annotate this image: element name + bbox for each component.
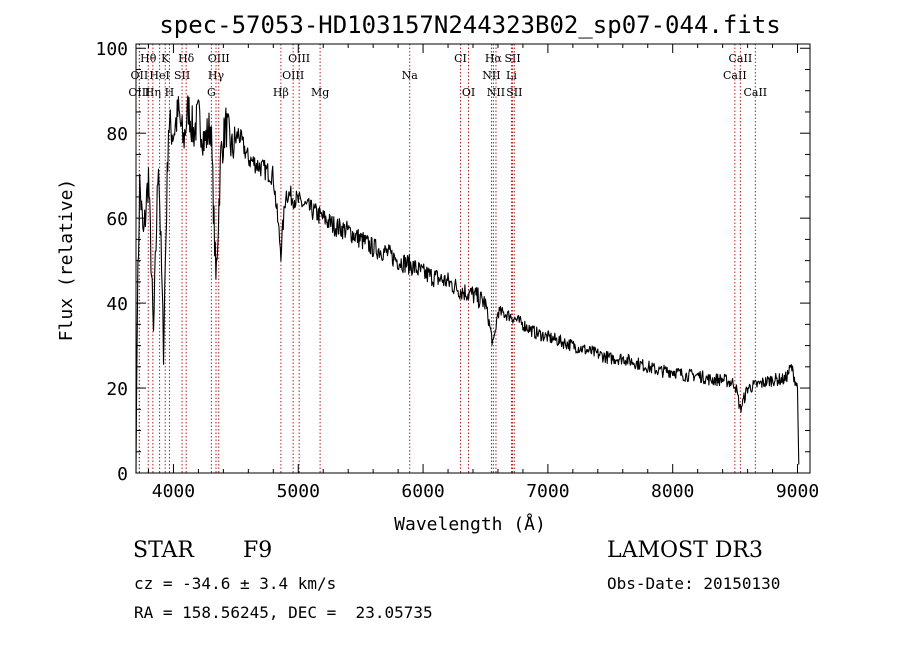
line-label: Hα bbox=[485, 52, 503, 65]
line-label: Li bbox=[506, 69, 517, 82]
y-axis-label: Flux (relative) bbox=[56, 179, 77, 342]
line-label: OIII bbox=[208, 52, 230, 65]
x-tick-label: 4000 bbox=[152, 481, 195, 502]
cz-value: cz = -34.6 ± 3.4 km/s bbox=[134, 574, 337, 593]
x-tick-label: 6000 bbox=[401, 481, 444, 502]
line-label: Mg bbox=[311, 86, 329, 99]
line-label: Hθ bbox=[140, 52, 157, 65]
line-label: Hη bbox=[145, 86, 161, 99]
line-label: CaII bbox=[723, 69, 747, 82]
y-tick-label: 0 bbox=[117, 464, 128, 485]
x-tick-label: 7000 bbox=[526, 481, 569, 502]
line-label: Na bbox=[402, 69, 419, 82]
line-label: CaII bbox=[729, 52, 753, 65]
line-label: OIII bbox=[288, 52, 310, 65]
chart-title: spec-57053-HD103157N244323B02_sp07-044.f… bbox=[159, 11, 780, 39]
obs-date: Obs-Date: 20150130 bbox=[607, 574, 781, 593]
line-label: Hγ bbox=[208, 69, 225, 82]
plot-frame bbox=[135, 43, 811, 474]
line-label: CI bbox=[454, 52, 467, 65]
y-tick-label: 60 bbox=[106, 209, 128, 230]
y-tick-label: 40 bbox=[106, 294, 128, 315]
line-label: Hδ bbox=[178, 52, 195, 65]
y-tick-label: 20 bbox=[106, 379, 128, 400]
line-label: HeI bbox=[149, 69, 169, 82]
coordinates: RA = 158.56245, DEC = 23.05735 bbox=[134, 603, 433, 622]
line-label: Hβ bbox=[273, 86, 289, 99]
line-label: G bbox=[207, 86, 216, 99]
line-label: OIII bbox=[128, 86, 150, 99]
subclass: F9 bbox=[243, 538, 273, 563]
line-label: H bbox=[165, 86, 175, 99]
line-label: NII bbox=[487, 86, 505, 99]
object-type: STAR bbox=[133, 538, 194, 563]
line-label: NII bbox=[482, 69, 500, 82]
x-tick-label: 9000 bbox=[776, 481, 819, 502]
x-axis-label: Wavelength (Å) bbox=[394, 513, 546, 535]
flux-line bbox=[135, 95, 800, 474]
line-label: OIII bbox=[282, 69, 304, 82]
line-label: SII bbox=[506, 86, 522, 99]
line-label: CaII bbox=[743, 86, 767, 99]
spectrum-series bbox=[135, 95, 800, 474]
survey-name: LAMOST DR3 bbox=[607, 538, 763, 563]
x-tick-label: 5000 bbox=[277, 481, 320, 502]
y-tick-label: 100 bbox=[95, 39, 128, 60]
line-label: K bbox=[161, 52, 170, 65]
line-label: SII bbox=[504, 52, 520, 65]
line-label: SII bbox=[174, 69, 190, 82]
x-tick-label: 8000 bbox=[651, 481, 694, 502]
line-label: OI bbox=[462, 86, 475, 99]
axes: 4000 5000 6000 7000 8000 9000 0 20 40 60 80 100 bbox=[95, 39, 819, 502]
y-tick-label: 80 bbox=[106, 124, 128, 145]
